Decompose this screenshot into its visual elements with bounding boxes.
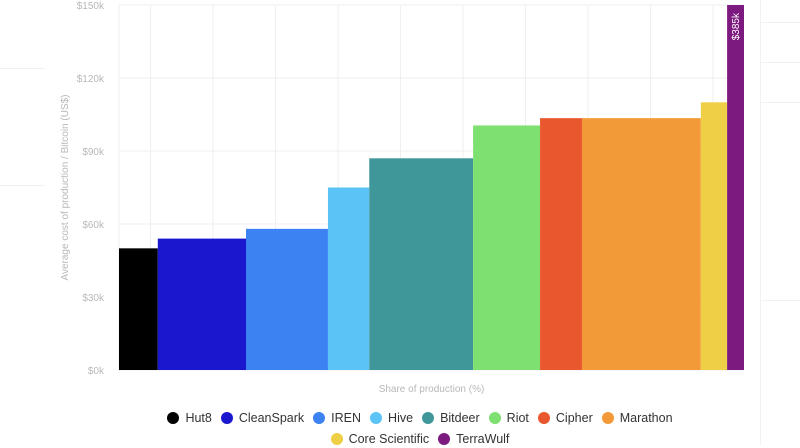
background-line [760, 22, 800, 23]
background-line [760, 62, 800, 63]
bar-cipher [540, 118, 582, 371]
legend-label: Riot [506, 411, 529, 425]
legend-label: Marathon [619, 411, 673, 425]
background-line [760, 0, 761, 445]
legend-item[interactable]: Core Scientific [330, 430, 430, 448]
y-tick-label: $60k [82, 220, 105, 231]
legend-item[interactable]: TerraWulf [438, 430, 509, 448]
legend-label: CleanSpark [238, 411, 305, 425]
bar-iren [246, 228, 328, 370]
background-line [760, 102, 800, 103]
bar-core-scientific [700, 102, 728, 370]
bar-terrawulf [727, 5, 744, 370]
background-line [760, 300, 800, 301]
legend-label: Hut8 [185, 411, 212, 425]
legend-item[interactable]: Hut8 [167, 409, 212, 427]
legend: Hut8 CleanSpark IREN Hive Bitdeer Riot Cipher M… [160, 409, 680, 448]
legend-swatch-icon [370, 412, 383, 424]
legend-item[interactable]: Hive [370, 409, 413, 427]
legend-swatch-icon [422, 412, 435, 424]
y-axis-label: Average cost of production / Bitcoin (US… [60, 94, 71, 280]
bar-cleanspark [157, 238, 247, 370]
y-tick-label: $30k [82, 293, 105, 304]
x-axis-label: Share of production (%) [378, 384, 485, 395]
legend-item[interactable]: Cipher [537, 409, 593, 427]
legend-label: TerraWulf [456, 432, 510, 446]
legend-label: IREN [331, 411, 362, 425]
data-label: $385k [731, 12, 742, 40]
y-tick-label: $150k [77, 1, 105, 12]
legend-swatch-icon [488, 412, 501, 424]
bar-hut8 [119, 248, 158, 370]
legend-item[interactable]: Marathon [601, 409, 673, 427]
bar-hive [327, 187, 370, 370]
legend-swatch-icon [601, 412, 614, 424]
legend-label: Cipher [555, 411, 593, 425]
legend-swatch-icon [220, 412, 233, 424]
legend-item[interactable]: Riot [488, 409, 529, 427]
y-tick-label: $0k [88, 366, 105, 377]
legend-item[interactable]: CleanSpark [220, 409, 305, 427]
legend-swatch-icon [537, 412, 550, 424]
background-line [0, 68, 45, 69]
legend-label: Bitdeer [440, 411, 480, 425]
bar-riot [473, 125, 541, 370]
legend-item[interactable]: Bitdeer [422, 409, 480, 427]
y-tick-label: $90k [82, 147, 105, 158]
legend-swatch-icon [167, 412, 180, 424]
y-tick-label: $120k [77, 74, 105, 85]
background-line [0, 185, 45, 186]
legend-swatch-icon [438, 433, 451, 445]
bar-bitdeer [369, 158, 474, 370]
legend-swatch-icon [313, 412, 326, 424]
legend-swatch-icon [330, 433, 343, 445]
legend-item[interactable]: IREN [313, 409, 361, 427]
legend-label: Core Scientific [348, 432, 430, 446]
legend-label: Hive [388, 411, 414, 425]
bar-marathon [581, 118, 701, 371]
